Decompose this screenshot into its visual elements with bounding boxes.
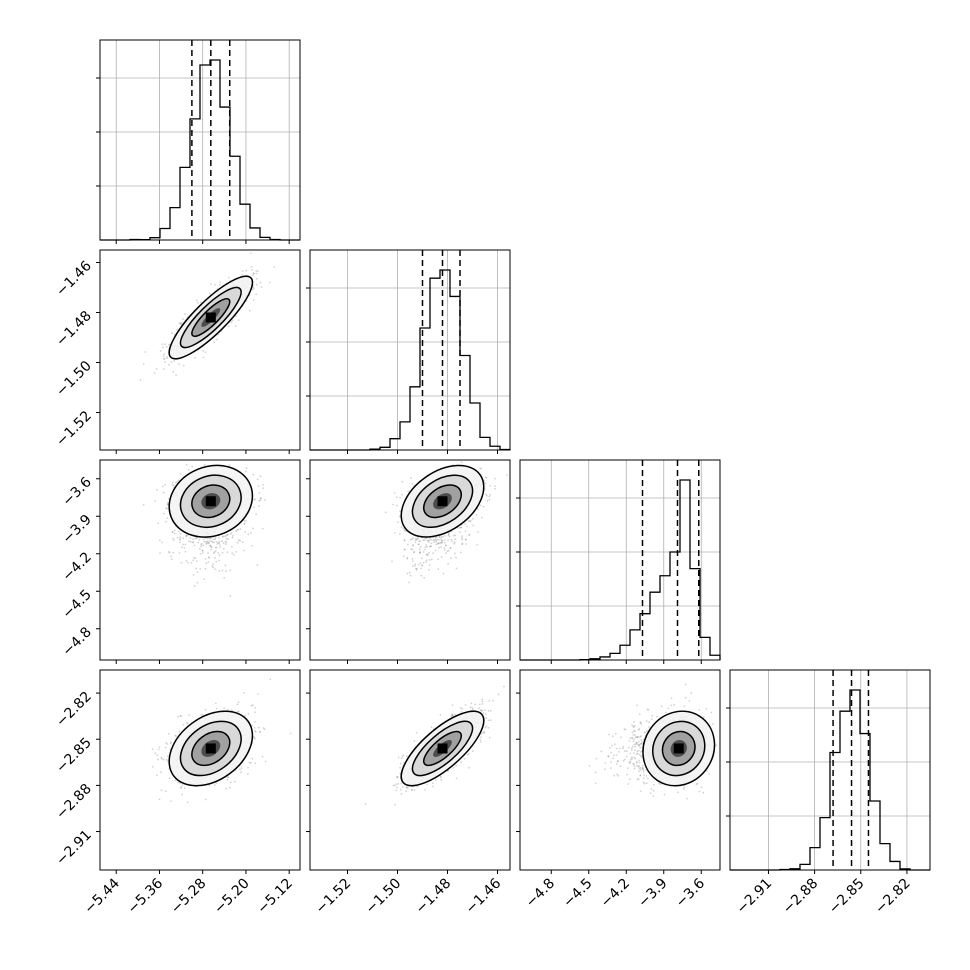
x-tick-label-3-2: −2.85	[826, 876, 868, 918]
x-tick-label-1-2: −1.48	[413, 876, 455, 918]
scatter-panel-3-2	[519, 669, 721, 871]
x-tick-label-3-1: −2.88	[780, 876, 822, 918]
hist-panel-0	[96, 39, 301, 241]
x-tick-label-1-3: −1.46	[463, 875, 505, 917]
scatter-frame-3-2	[519, 669, 721, 871]
x-tick-label-2-1: −4.5	[560, 876, 595, 911]
hist-frame-1	[309, 249, 511, 451]
scatter-content-2-1	[384, 461, 508, 584]
scatter-panel-3-0	[99, 669, 301, 871]
y-tick-label-1-3: −1.46	[53, 258, 95, 300]
contour-2-0-2	[191, 484, 231, 519]
hist-panel-2	[516, 459, 721, 661]
y-tick-label-2-0: −4.8	[59, 624, 94, 659]
x-tick-label-0-1: −5.36	[125, 875, 167, 917]
contour-1-0-1	[179, 286, 242, 349]
contour-3-0-2	[191, 730, 231, 767]
hist-frame-2	[519, 459, 721, 661]
scatter-content-3-1	[364, 685, 505, 806]
y-tick-label-3-2: −2.85	[53, 735, 95, 777]
hist-frame-3	[729, 669, 931, 871]
contour-3-0-1	[179, 720, 242, 777]
y-tick-label-2-3: −3.9	[59, 512, 94, 547]
scatter-frame-2-0	[99, 459, 301, 661]
density-peak-1-0	[205, 312, 216, 323]
x-tick-label-0-4: −5.12	[254, 876, 296, 918]
contour-3-1-1	[411, 720, 474, 777]
x-tick-label-1-1: −1.50	[363, 876, 405, 918]
hist-bg-2	[520, 460, 720, 660]
x-tick-label-0-2: −5.28	[168, 876, 210, 918]
scatter-bg-1-0	[100, 250, 300, 450]
contour-3-1-0	[400, 710, 485, 787]
contour-3-2-1	[652, 720, 706, 777]
scatter-panel-3-1	[309, 669, 511, 871]
contour-2-1-0	[400, 464, 485, 538]
y-tick-label-2-1: −4.5	[59, 587, 94, 622]
x-tick-label-3-3: −2.82	[872, 876, 914, 918]
scatter-frame-2-1	[309, 459, 511, 661]
x-tick-label-2-3: −3.9	[635, 876, 670, 911]
x-tick-label-2-2: −4.2	[598, 876, 633, 911]
contour-2-1-2	[422, 484, 462, 519]
contour-3-0-0	[168, 710, 254, 787]
y-tick-label-2-2: −4.2	[59, 549, 94, 584]
scatter-panel-1-0	[99, 249, 301, 451]
y-tick-label-2-4: −3.6	[59, 474, 94, 509]
y-tick-label-1-0: −1.52	[53, 408, 95, 450]
scatter-content-2-0	[142, 463, 266, 597]
contour-3-2-0	[642, 710, 716, 787]
x-tick-label-2-0: −4.8	[523, 876, 558, 911]
contour-1-0-2	[191, 297, 231, 337]
scatter-panel-2-1	[309, 459, 511, 661]
contour-1-0-0	[168, 275, 254, 360]
density-peak-3-0	[205, 743, 216, 754]
density-peak-3-1	[437, 743, 448, 754]
contour-3-2-2	[661, 730, 696, 767]
contour-2-0-0	[168, 464, 254, 538]
x-tick-label-0-3: −5.20	[211, 876, 253, 918]
x-tick-label-0-0: −5.44	[81, 875, 123, 917]
y-tick-label-1-2: −1.48	[53, 308, 95, 350]
scatter-frame-3-1	[309, 669, 511, 871]
hist-panel-1	[306, 249, 511, 451]
contour-3-1-2	[422, 730, 462, 767]
y-tick-label-3-3: −2.82	[53, 689, 95, 731]
scatter-panel-2-0	[99, 459, 301, 661]
density-peak-2-1	[437, 496, 448, 507]
scatter-content-3-0	[151, 678, 292, 804]
x-tick-label-3-0: −2.91	[734, 876, 776, 918]
scatter-frame-3-0	[99, 669, 301, 871]
hist-panel-3	[726, 669, 931, 871]
x-tick-label-2-4: −3.6	[673, 875, 708, 910]
hist-frame-0	[99, 39, 301, 241]
contour-2-0-1	[179, 474, 242, 528]
density-peak-2-0	[205, 496, 216, 507]
scatter-content-3-2	[588, 683, 718, 800]
scatter-content-1-0	[139, 252, 276, 381]
density-peak-3-2	[673, 743, 684, 754]
y-tick-label-1-1: −1.50	[53, 358, 95, 400]
y-tick-label-3-0: −2.91	[53, 827, 95, 869]
scatter-frame-1-0	[99, 249, 301, 451]
y-tick-label-3-1: −2.88	[53, 781, 95, 823]
x-tick-label-1-0: −1.52	[313, 876, 355, 918]
contour-2-1-1	[411, 474, 474, 529]
